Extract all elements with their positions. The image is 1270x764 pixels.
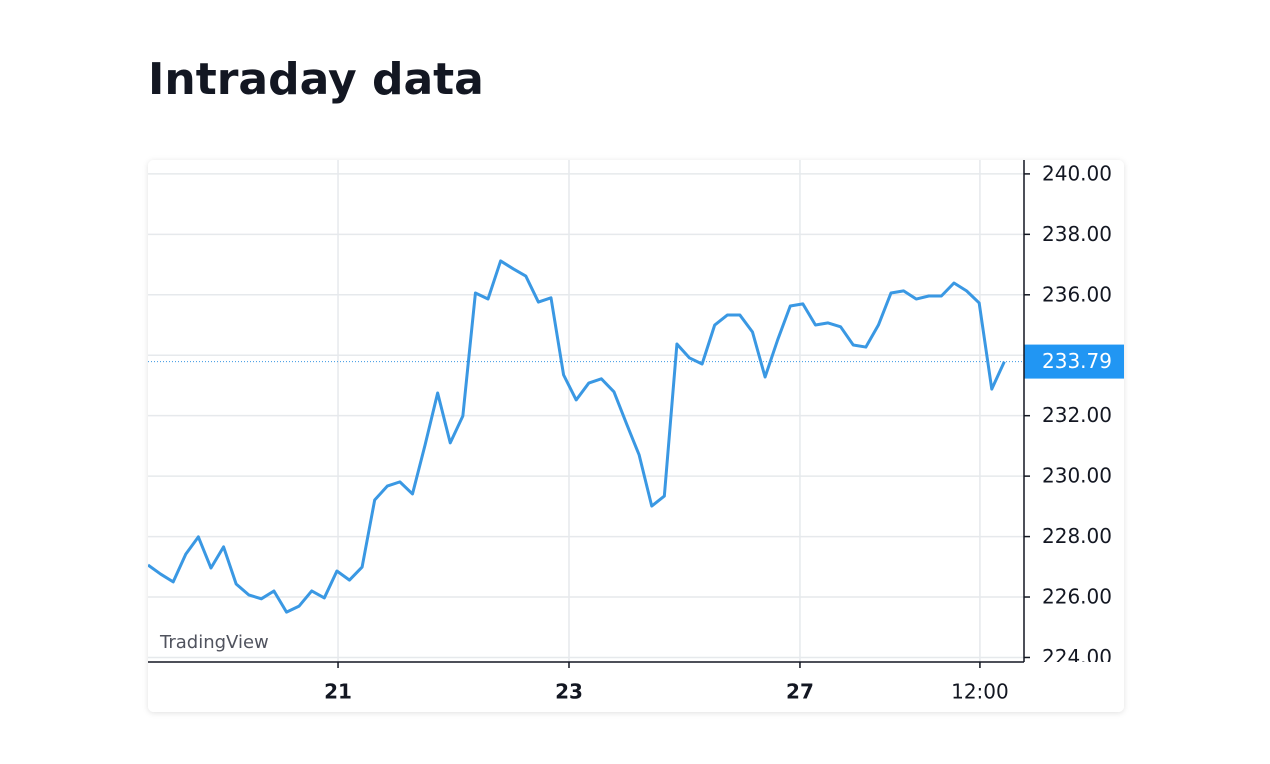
- y-tick-label: 226.00: [1042, 585, 1112, 609]
- y-tick-label: 228.00: [1042, 524, 1112, 548]
- y-tick-label: 238.00: [1042, 222, 1112, 246]
- chart-card: [148, 160, 1124, 712]
- y-tick-label: 230.00: [1042, 464, 1112, 488]
- y-tick-label: 236.00: [1042, 282, 1112, 306]
- x-tick-label: 27: [786, 680, 814, 704]
- last-price-tag: [1024, 344, 1124, 379]
- y-tick-label: 224.00: [1042, 645, 1112, 669]
- y-tick-label: 240.00: [1042, 161, 1112, 185]
- x-tick-label: 21: [324, 680, 352, 704]
- watermark: TradingView: [159, 632, 269, 653]
- price-line: [148, 259, 1006, 614]
- y-tick-label: 232.00: [1042, 403, 1112, 427]
- x-tick-label: 12:00: [951, 680, 1009, 704]
- x-tick-label: 23: [555, 680, 583, 704]
- page-title: Intraday data: [148, 54, 484, 105]
- last-price-label: 233.79: [1042, 349, 1112, 373]
